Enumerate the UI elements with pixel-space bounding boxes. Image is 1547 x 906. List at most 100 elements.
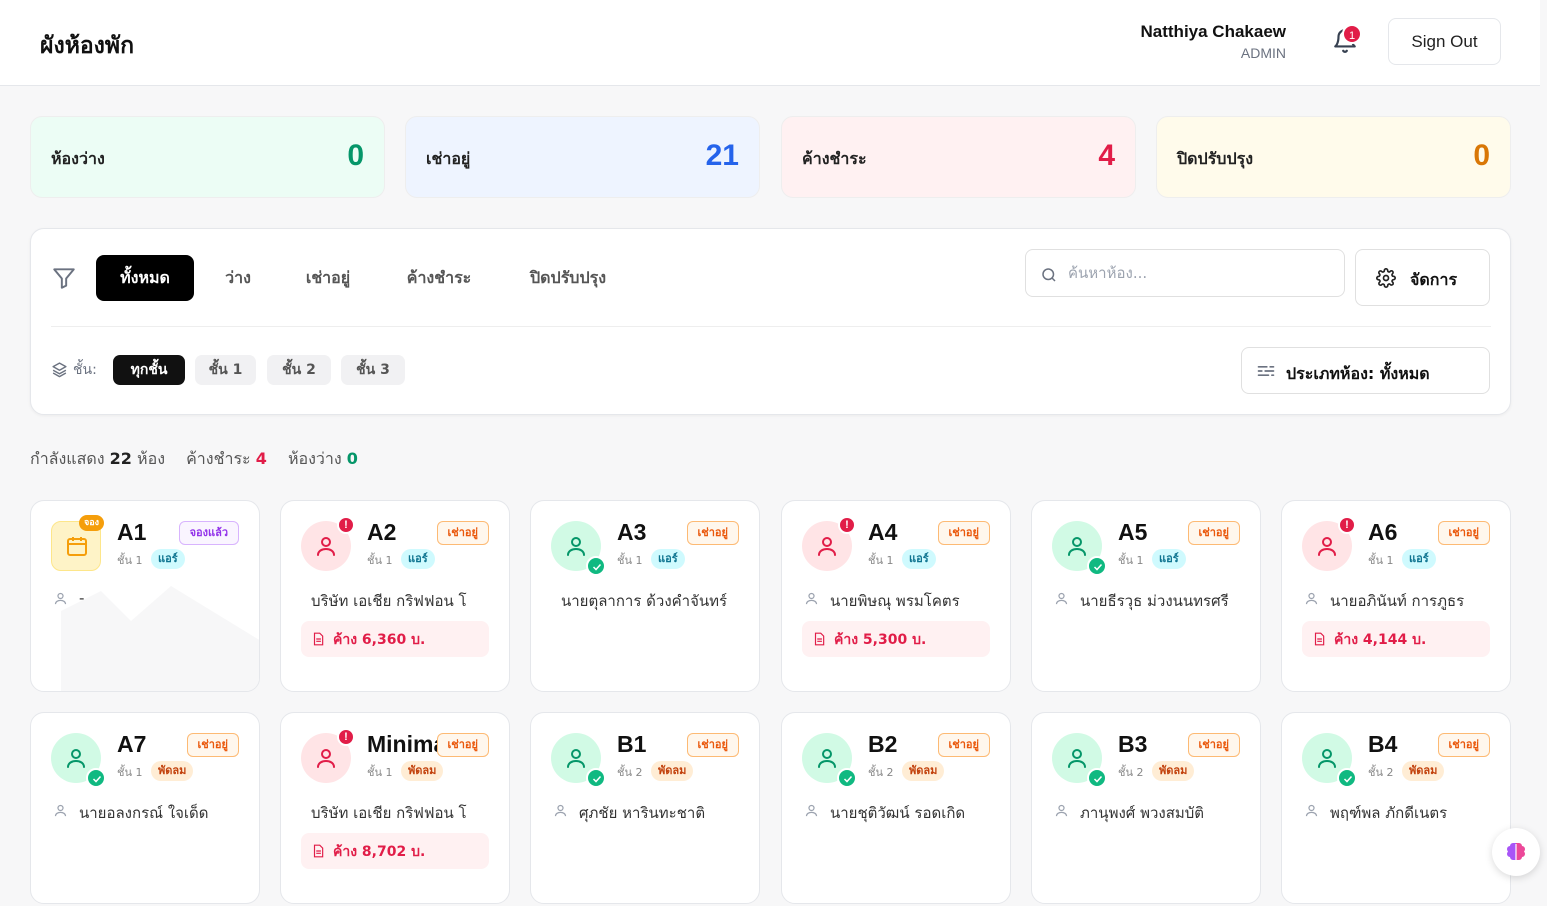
overdue-label: ค้างชำระ <box>186 449 251 468</box>
tab-overdue[interactable]: ค้างชำระ <box>406 268 472 287</box>
filter-panel: ทั้งหมด ว่าง เช่าอยู่ ค้างชำระ ปิดปรับปร… <box>30 228 1511 415</box>
room-floor: ชั้น 1 <box>1368 554 1394 567</box>
room-card[interactable]: B2 เช่าอยู่ ชั้น 2 พัดลม นายชุติวัฒน์ รอ… <box>781 712 1011 904</box>
debt-banner: ค้าง 5,300 บ. <box>802 621 990 657</box>
stat-value: 0 <box>347 139 364 172</box>
room-type-badge: แอร์ <box>401 549 435 569</box>
room-card[interactable]: จอง A1 จองแล้ว ชั้น 1 แอร์ - <box>30 500 260 692</box>
floor-chip-2[interactable]: ชั้น 2 <box>267 355 331 385</box>
tenant-row: - <box>51 587 241 611</box>
status-badge: เช่าอยู่ <box>1437 521 1490 545</box>
floor-chip-3[interactable]: ชั้น 3 <box>341 355 405 385</box>
tab-vacant[interactable]: ว่าง <box>225 268 251 287</box>
manage-button[interactable]: จัดการ <box>1355 249 1490 306</box>
debt-banner: ค้าง 4,144 บ. <box>1302 621 1490 657</box>
room-card[interactable]: ! A6 เช่าอยู่ ชั้น 1 แอร์ นายอภินันท์ กา… <box>1281 500 1511 692</box>
debt-amount: ค้าง 8,702 บ. <box>333 844 426 860</box>
stat-card-overdue: ค้างชำระ 4 <box>781 116 1136 198</box>
stat-label: ค้างชำระ <box>802 149 867 168</box>
tenant-name: - <box>79 589 85 607</box>
stat-value: 4 <box>1098 139 1115 172</box>
room-card[interactable]: B3 เช่าอยู่ ชั้น 2 พัดลม ภานุพงศ์ พวงสมบ… <box>1031 712 1261 904</box>
room-type-badge: แอร์ <box>151 549 185 569</box>
showing-suffix: ห้อง <box>137 449 165 468</box>
divider <box>51 326 1491 327</box>
card-background-shape <box>61 586 259 691</box>
room-type-badge: พัดลม <box>151 761 194 781</box>
tenant-name: บริษัท เอเชีย กริฟฟอน โ <box>311 804 467 822</box>
tenant-name: ศุภชัย หารินทะชาติ <box>579 804 706 822</box>
stat-label: เช่าอยู่ <box>426 149 471 168</box>
room-floor: ชั้น 2 <box>617 766 643 779</box>
tenant-name: นายธีรวุธ ม่วงนนทรศรี <box>1080 592 1229 610</box>
tab-maintenance[interactable]: ปิดปรับปรุง <box>529 268 606 287</box>
ai-assistant-button[interactable] <box>1492 828 1540 876</box>
room-code: A2 <box>367 519 397 545</box>
status-badge: เช่าอยู่ <box>1437 733 1490 757</box>
tab-rented[interactable]: เช่าอยู่ <box>305 268 351 287</box>
room-code: B4 <box>1368 731 1398 757</box>
room-card[interactable]: A5 เช่าอยู่ ชั้น 1 แอร์ นายธีรวุธ ม่วงนน… <box>1031 500 1261 692</box>
debt-amount: ค้าง 4,144 บ. <box>1334 632 1427 648</box>
stat-label: ห้องว่าง <box>51 149 105 168</box>
room-type-badge: พัดลม <box>651 761 694 781</box>
status-badge: เช่าอยู่ <box>1187 733 1240 757</box>
room-code: A4 <box>868 519 898 545</box>
room-code: A1 <box>117 519 147 545</box>
tenant-name: นายอภินันท์ การภูธร <box>1330 592 1465 610</box>
floor-label: ชั้น: <box>73 362 97 378</box>
gear-icon <box>1376 268 1396 292</box>
floor-chip-all[interactable]: ทุกชั้น <box>113 355 185 385</box>
status-badge: เช่าอยู่ <box>937 733 990 757</box>
room-card[interactable]: B4 เช่าอยู่ ชั้น 2 พัดลม พฤฑ์พล ภักดีเนต… <box>1281 712 1511 904</box>
vacant-count: 0 <box>346 449 358 468</box>
search-input[interactable] <box>1068 258 1328 288</box>
debt-amount: ค้าง 5,300 บ. <box>834 632 927 648</box>
room-card[interactable]: ! A2 เช่าอยู่ ชั้น 1 แอร์ บริษัท เอเชีย … <box>280 500 510 692</box>
room-floor: ชั้น 1 <box>367 554 393 567</box>
sliders-icon <box>1256 362 1276 384</box>
room-code: A6 <box>1368 519 1398 545</box>
check-icon <box>1087 768 1107 788</box>
stat-card-vacant: ห้องว่าง 0 <box>30 116 385 198</box>
tenant-name: นายตุลาการ ด้วงคำจันทร์ <box>561 592 728 610</box>
brain-icon <box>1507 843 1525 860</box>
tab-all[interactable]: ทั้งหมด <box>96 255 194 301</box>
user-info: Natthiya Chakaew ADMIN <box>1141 22 1287 61</box>
room-type-badge: แอร์ <box>1402 549 1436 569</box>
status-badge: เช่าอยู่ <box>186 733 239 757</box>
room-floor: ชั้น 1 <box>117 766 143 779</box>
room-type-label: ประเภทห้อง: ทั้งหมด <box>1286 364 1430 383</box>
room-card[interactable]: ! Minimart เช่าอยู่ ชั้น 1 พัดลม บริษัท … <box>280 712 510 904</box>
tenant-row: นายอภินันท์ การภูธร <box>1302 587 1492 611</box>
top-header: ผังห้องพัก Natthiya Chakaew ADMIN 1 Sign… <box>0 0 1540 86</box>
room-card[interactable]: ! A4 เช่าอยู่ ชั้น 1 แอร์ นายพิษณุ พรมโค… <box>781 500 1011 692</box>
tenant-row: บริษัท เอเชีย กริฟฟอน โ <box>301 799 491 823</box>
sign-out-button[interactable]: Sign Out <box>1388 18 1501 65</box>
alert-icon: ! <box>1338 516 1356 534</box>
check-icon <box>586 556 606 576</box>
room-card[interactable]: A7 เช่าอยู่ ชั้น 1 พัดลม นายอลงกรณ์ ใจเด… <box>30 712 260 904</box>
room-code: A7 <box>117 731 147 757</box>
room-card[interactable]: A3 เช่าอยู่ ชั้น 1 แอร์ นายตุลาการ ด้วงค… <box>530 500 760 692</box>
room-card[interactable]: B1 เช่าอยู่ ชั้น 2 พัดลม ศุภชัย หารินทะช… <box>530 712 760 904</box>
room-type-badge: แอร์ <box>1152 549 1186 569</box>
debt-amount: ค้าง 6,360 บ. <box>333 632 426 648</box>
room-type-dropdown[interactable]: ประเภทห้อง: ทั้งหมด <box>1241 347 1490 394</box>
alert-icon: ! <box>337 516 355 534</box>
booked-tag: จอง <box>79 515 105 531</box>
showing-count: 22 <box>109 449 132 468</box>
floor-chip-1[interactable]: ชั้น 1 <box>195 355 256 385</box>
room-type-badge: พัดลม <box>902 761 945 781</box>
room-floor: ชั้น 1 <box>367 766 393 779</box>
alert-icon: ! <box>337 728 355 746</box>
tenant-row: บริษัท เอเชีย กริฟฟอน โ <box>301 587 491 611</box>
result-summary: กำลังแสดง 22 ห้อง ค้างชำระ 4 ห้องว่าง 0 <box>30 447 358 472</box>
status-badge: เช่าอยู่ <box>436 733 489 757</box>
search-box <box>1025 249 1345 297</box>
room-code: A3 <box>617 519 647 545</box>
room-type-badge: พัดลม <box>1152 761 1195 781</box>
room-floor: ชั้น 2 <box>868 766 894 779</box>
status-badge: เช่าอยู่ <box>686 733 739 757</box>
tenant-name: พฤฑ์พล ภักดีเนตร <box>1330 804 1448 822</box>
